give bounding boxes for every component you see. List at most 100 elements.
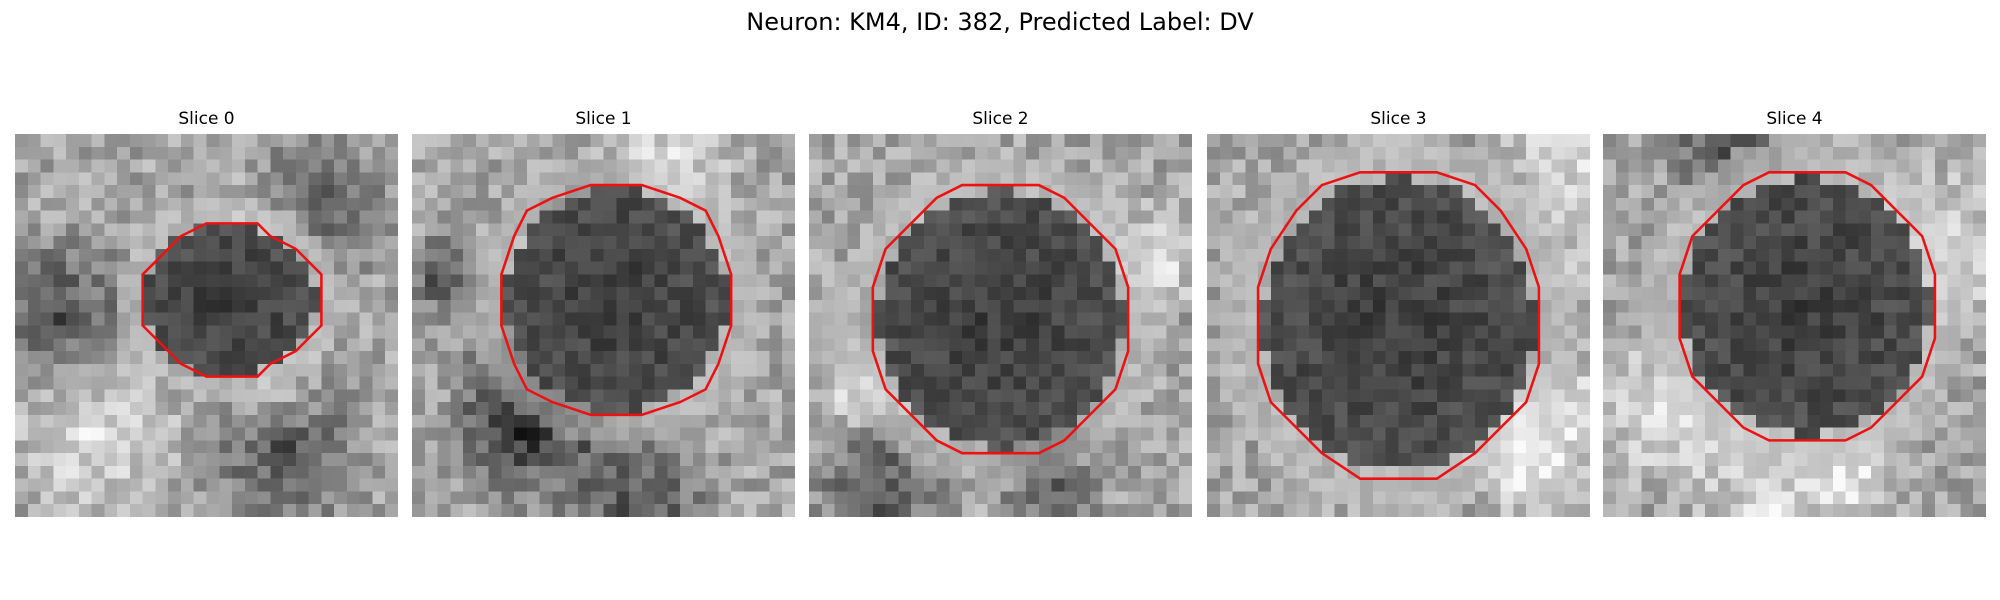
pixel: [1115, 236, 1129, 249]
pixel: [718, 312, 732, 326]
pixel: [692, 146, 706, 160]
pixel: [1526, 465, 1539, 479]
pixel: [769, 453, 783, 466]
pixel: [1372, 197, 1386, 211]
pixel: [629, 453, 642, 466]
pixel: [475, 465, 489, 479]
pixel: [1641, 402, 1655, 415]
pixel: [514, 478, 527, 492]
pixel: [1089, 338, 1103, 352]
pixel: [1051, 223, 1065, 237]
pixel: [1603, 351, 1616, 364]
pixel: [1973, 504, 1986, 517]
pixel: [142, 504, 156, 517]
pixel: [1219, 325, 1233, 339]
pixel: [1398, 274, 1412, 288]
pixel: [450, 312, 464, 326]
pixel: [809, 491, 822, 505]
pixel: [949, 427, 963, 441]
pixel: [526, 465, 540, 479]
pixel: [501, 134, 515, 147]
pixel: [1628, 453, 1642, 466]
pixel: [424, 465, 438, 479]
pixel: [1551, 504, 1565, 517]
pixel: [1475, 197, 1488, 211]
pixel: [66, 261, 79, 275]
pixel: [1115, 159, 1129, 173]
pixel: [1500, 453, 1514, 466]
pixel: [821, 146, 835, 160]
pixel: [1654, 223, 1667, 237]
pixel: [1026, 185, 1039, 198]
pixel: [283, 146, 296, 160]
pixel: [1794, 274, 1808, 288]
pixel: [1628, 465, 1642, 479]
pixel: [1500, 325, 1514, 339]
pixel: [488, 465, 502, 479]
pixel: [680, 197, 693, 211]
pixel: [911, 338, 924, 352]
pixel: [1424, 491, 1437, 505]
pixel: [974, 146, 988, 160]
pixel: [66, 248, 79, 262]
pixel: [206, 351, 220, 364]
pixel: [1883, 146, 1897, 160]
pixel: [129, 491, 143, 505]
pixel: [321, 363, 335, 377]
pixel: [1232, 351, 1246, 364]
pixel: [1832, 185, 1846, 198]
pixel: [641, 197, 655, 211]
pixel: [1245, 274, 1259, 288]
pixel: [78, 325, 92, 339]
pixel: [552, 478, 566, 492]
pixel: [1424, 159, 1437, 173]
pixel: [488, 478, 502, 492]
pixel: [1756, 478, 1769, 492]
pixel: [463, 376, 476, 390]
pixel: [15, 236, 28, 249]
pixel: [1628, 325, 1642, 339]
pixel: [219, 223, 233, 237]
pixel: [974, 185, 988, 198]
pixel: [526, 134, 540, 147]
pixel: [847, 185, 861, 198]
pixel: [450, 134, 464, 147]
pixel: [1526, 491, 1539, 505]
pixel: [66, 312, 79, 326]
pixel: [1347, 261, 1361, 275]
pixel: [91, 172, 105, 186]
pixel: [27, 363, 41, 377]
pixel: [66, 274, 79, 288]
pixel: [1883, 223, 1897, 237]
pixel: [1577, 376, 1590, 390]
pixel: [1692, 197, 1706, 211]
pixel: [372, 363, 386, 377]
pixel: [1934, 453, 1948, 466]
pixel: [616, 248, 630, 262]
pixel: [514, 210, 527, 224]
pixel: [1296, 261, 1310, 275]
pixel: [782, 185, 795, 198]
pixel: [731, 159, 744, 173]
pixel: [1219, 389, 1233, 403]
pixel: [743, 363, 757, 377]
pixel: [1102, 351, 1116, 364]
pixel: [321, 465, 335, 479]
pixel: [1140, 389, 1154, 403]
pixel: [142, 402, 156, 415]
pixel: [117, 185, 130, 198]
pixel: [1064, 299, 1078, 313]
pixel: [219, 427, 233, 441]
pixel: [1768, 287, 1782, 300]
pixel: [1077, 402, 1090, 415]
pixel: [1883, 287, 1897, 300]
pixel: [847, 465, 861, 479]
pixel: [782, 134, 795, 147]
pixel: [40, 236, 54, 249]
pixel: [53, 261, 67, 275]
pixel: [667, 376, 681, 390]
pixel: [1064, 389, 1078, 403]
pixel: [1000, 440, 1014, 454]
pixel: [1666, 248, 1680, 262]
pixel: [308, 338, 322, 352]
